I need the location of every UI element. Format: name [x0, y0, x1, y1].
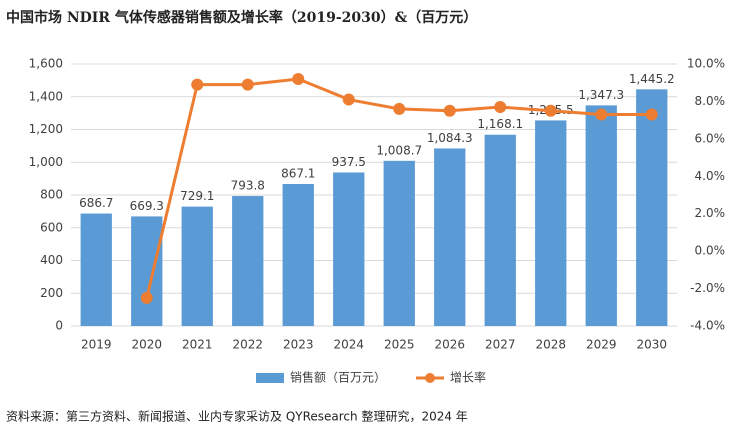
bar-value-label: 669.3 — [130, 199, 164, 213]
legend-label: 增长率 — [450, 370, 486, 385]
growth-point — [342, 93, 355, 106]
bar-value-label: 1,347.3 — [578, 88, 624, 102]
bar — [333, 172, 365, 326]
x-tick-label: 2026 — [434, 338, 465, 352]
x-tick-label: 2029 — [586, 338, 617, 352]
y2-tick-label: 2.0% — [695, 206, 726, 220]
bar — [181, 206, 213, 326]
bar-value-label: 937.5 — [332, 155, 366, 169]
y2-tick-label: 4.0% — [695, 169, 726, 183]
x-tick-label: 2028 — [535, 338, 566, 352]
growth-point — [443, 104, 456, 117]
y2-tick-label: 0.0% — [695, 244, 726, 258]
y-tick-label: 600 — [40, 220, 63, 234]
chart-title: 中国市场 NDIR 气体传感器销售额及增长率（2019-2030）&（百万元） — [6, 9, 477, 26]
x-tick-label: 2027 — [485, 338, 516, 352]
growth-point — [645, 108, 658, 121]
legend-swatch — [425, 373, 435, 383]
legend-label: 销售额（百万元） — [290, 370, 386, 385]
bar — [434, 148, 466, 326]
growth-point — [393, 102, 406, 115]
bar — [232, 196, 264, 326]
bar-value-label: 1,168.1 — [477, 117, 523, 131]
y-tick-label: 1,200 — [29, 122, 63, 136]
y2-tick-label: -2.0% — [690, 281, 725, 295]
source-note: 资料来源：第三方资料、新闻报道、业内专家采访及 QYResearch 整理研究，… — [6, 409, 468, 424]
y-tick-label: 800 — [40, 188, 63, 202]
bar — [535, 120, 567, 327]
growth-point — [544, 104, 557, 117]
y2-tick-label: -4.0% — [690, 319, 725, 333]
growth-point — [191, 78, 204, 91]
bar — [585, 105, 617, 326]
bar — [484, 134, 516, 326]
bar-value-label: 1,008.7 — [376, 143, 422, 157]
bar — [131, 216, 163, 326]
bar — [636, 89, 668, 326]
bar-value-label: 1,445.2 — [629, 72, 675, 86]
bar — [80, 213, 112, 326]
y-tick-label: 1,000 — [29, 155, 63, 169]
x-tick-label: 2025 — [384, 338, 415, 352]
y-tick-label: 0 — [55, 319, 63, 333]
bar-value-label: 1,084.3 — [427, 131, 473, 145]
growth-point — [241, 78, 254, 91]
x-tick-label: 2023 — [283, 338, 314, 352]
y-tick-label: 200 — [40, 286, 63, 300]
y-tick-label: 1,600 — [29, 57, 63, 71]
y-tick-label: 1,400 — [29, 89, 63, 103]
bar-value-label: 793.8 — [231, 179, 265, 193]
growth-point — [494, 101, 507, 114]
x-tick-label: 2024 — [333, 338, 364, 352]
y2-tick-label: 6.0% — [695, 131, 726, 145]
bar-value-label: 729.1 — [180, 189, 214, 203]
bar — [383, 160, 415, 326]
growth-point — [292, 72, 305, 85]
growth-point — [595, 108, 608, 121]
x-tick-label: 2030 — [636, 338, 667, 352]
y-tick-label: 400 — [40, 253, 63, 267]
y2-tick-label: 8.0% — [695, 94, 726, 108]
y2-tick-label: 10.0% — [687, 57, 725, 71]
bar — [282, 184, 314, 326]
legend-swatch — [256, 373, 284, 383]
x-tick-label: 2021 — [182, 338, 213, 352]
bar-value-label: 867.1 — [281, 167, 315, 181]
x-tick-label: 2022 — [232, 338, 263, 352]
bar-value-label: 686.7 — [79, 196, 113, 210]
x-tick-label: 2020 — [131, 338, 162, 352]
growth-point — [140, 291, 153, 304]
x-tick-label: 2019 — [81, 338, 112, 352]
